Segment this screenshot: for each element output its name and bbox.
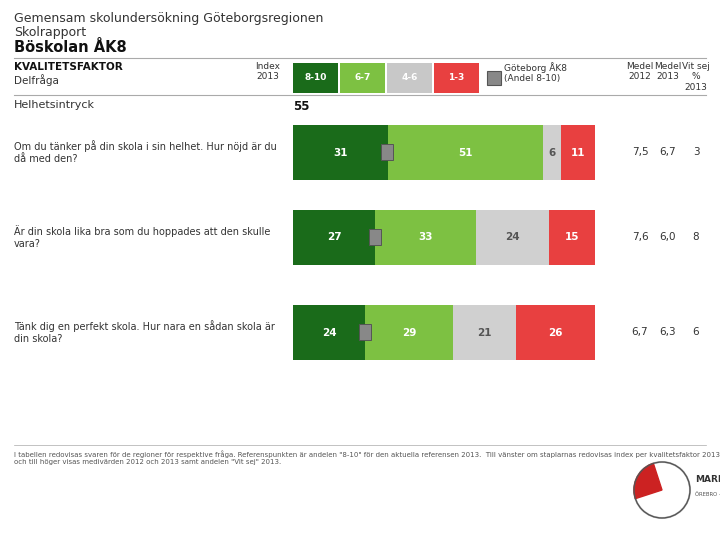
Text: Vit sej
%
2013: Vit sej % 2013 — [682, 62, 710, 92]
Text: 1-3: 1-3 — [449, 73, 464, 83]
Text: 31: 31 — [333, 147, 348, 158]
Text: 6,0: 6,0 — [660, 232, 676, 242]
Bar — [293, 210, 375, 265]
Text: Göteborg ÅK8
(Andel 8-10): Göteborg ÅK8 (Andel 8-10) — [504, 62, 567, 83]
Text: 6-7: 6-7 — [354, 73, 371, 83]
Text: Skolrapport: Skolrapport — [14, 26, 86, 39]
Bar — [359, 324, 372, 340]
Bar — [476, 210, 549, 265]
Text: Delfråga: Delfråga — [14, 74, 59, 86]
Text: 8: 8 — [693, 232, 699, 242]
Bar — [549, 210, 595, 265]
Bar — [453, 305, 516, 360]
Bar — [562, 125, 595, 180]
Bar — [434, 63, 479, 93]
Text: 55: 55 — [293, 100, 310, 113]
Text: 33: 33 — [418, 233, 433, 242]
Text: 6,3: 6,3 — [660, 327, 676, 337]
Text: 6: 6 — [549, 147, 556, 158]
Polygon shape — [634, 463, 662, 498]
Text: Medel
2013: Medel 2013 — [654, 62, 682, 82]
Bar — [293, 125, 387, 180]
Text: Böskolan ÅK8: Böskolan ÅK8 — [14, 40, 127, 55]
Bar — [293, 305, 366, 360]
Text: 7,5: 7,5 — [631, 147, 648, 157]
Text: 29: 29 — [402, 327, 416, 338]
Text: 51: 51 — [458, 147, 472, 158]
Text: 6,7: 6,7 — [631, 327, 648, 337]
Text: 7,6: 7,6 — [631, 232, 648, 242]
Bar — [293, 63, 338, 93]
Text: 3: 3 — [693, 147, 699, 157]
Bar — [516, 305, 595, 360]
Bar — [369, 229, 381, 245]
Text: 21: 21 — [477, 327, 492, 338]
Text: 6,7: 6,7 — [660, 147, 676, 157]
Bar — [387, 125, 543, 180]
Text: 8-10: 8-10 — [305, 73, 327, 83]
Text: 26: 26 — [549, 327, 563, 338]
Bar — [366, 305, 453, 360]
Text: Index
2013: Index 2013 — [256, 62, 281, 82]
Text: I tabellen redovisas svaren för de regioner för respektive fråga. Referenspunkte: I tabellen redovisas svaren för de regio… — [14, 450, 720, 465]
Bar — [487, 71, 501, 85]
Text: Om du tänker på din skola i sin helhet. Hur nöjd är du
då med den?: Om du tänker på din skola i sin helhet. … — [14, 140, 276, 164]
Bar — [543, 125, 562, 180]
Text: KVALITETSFAKTOR: KVALITETSFAKTOR — [14, 62, 122, 72]
Bar — [340, 63, 385, 93]
Text: Är din skola lika bra som du hoppades att den skulle
vara?: Är din skola lika bra som du hoppades at… — [14, 225, 271, 249]
Bar — [375, 210, 476, 265]
Text: Tänk dig en perfekt skola. Hur nara en sådan skola är
din skola?: Tänk dig en perfekt skola. Hur nara en s… — [14, 320, 275, 344]
Text: Medel
2012: Medel 2012 — [626, 62, 654, 82]
Text: MARKÖR: MARKÖR — [695, 476, 720, 484]
Bar — [387, 63, 432, 93]
Bar — [381, 144, 392, 160]
Text: 15: 15 — [565, 233, 580, 242]
Text: 27: 27 — [327, 233, 341, 242]
Text: 24: 24 — [505, 233, 520, 242]
Text: 4-6: 4-6 — [401, 73, 418, 83]
Text: 24: 24 — [322, 327, 336, 338]
Text: Gemensam skolundersökning Göteborgsregionen: Gemensam skolundersökning Göteborgsregio… — [14, 12, 323, 25]
Text: Helhetsintryck: Helhetsintryck — [14, 100, 95, 110]
Text: 6: 6 — [693, 327, 699, 337]
Text: 11: 11 — [571, 147, 585, 158]
Text: ÖREBRO · STOCKHOLM · LINKÖPING: ÖREBRO · STOCKHOLM · LINKÖPING — [695, 491, 720, 496]
